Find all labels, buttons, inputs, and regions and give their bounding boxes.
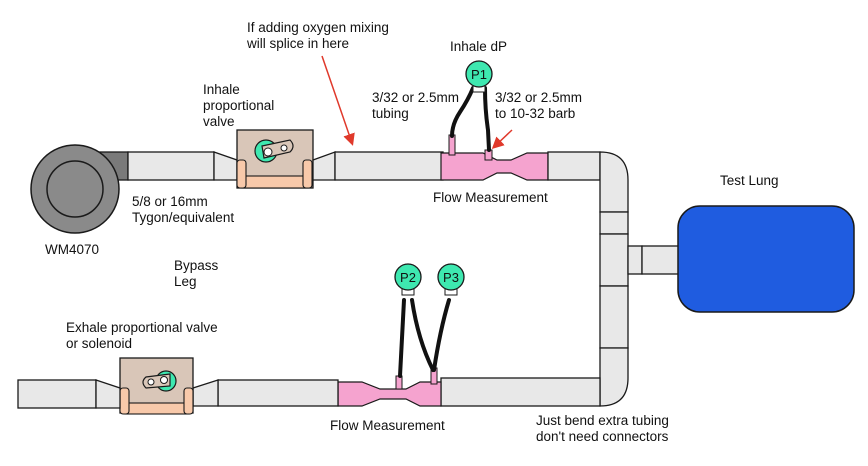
tygon-label-line2: Tygon/equivalent [132, 210, 234, 225]
inhale-valve-label-line2: proportional [203, 98, 274, 113]
inhale-proportional-valve [236, 129, 314, 189]
bottom-pipe-right [440, 377, 601, 407]
right-circuit [599, 151, 681, 407]
bend-note-line2: don't need connectors [536, 429, 669, 444]
exhale-proportional-valve [119, 357, 194, 415]
pressure-sensor-p3: P3 [437, 263, 465, 296]
tubing-right-line1: 3/32 or 2.5mm [495, 90, 582, 105]
exhale-valve-label-line2: or solenoid [66, 336, 132, 351]
flow-measurement-bottom-label: Flow Measurement [330, 418, 445, 433]
inhale-valve-label-line3: valve [203, 114, 235, 129]
top-pipe-right [547, 151, 601, 181]
tygon-label-line1: 5/8 or 16mm [132, 194, 208, 209]
p1-label: P1 [471, 67, 487, 82]
oxygen-note-line2: will splice in here [246, 36, 349, 51]
oxygen-note-line1: If adding oxygen mixing [247, 20, 389, 35]
pressure-sensor-p1: P1 [465, 60, 493, 93]
bottom-pipe-left [17, 379, 121, 409]
bypass-label-line1: Bypass [174, 258, 219, 273]
barb-arrow [491, 129, 513, 150]
oxygen-splice-arrow [321, 55, 355, 146]
blower-wm4070 [30, 144, 129, 234]
tubing-left-line2: tubing [372, 106, 409, 121]
exhale-valve-label-line1: Exhale proportional valve [66, 320, 218, 335]
test-lung [677, 205, 855, 313]
top-pipe-middle [312, 151, 444, 181]
p2-label: P2 [400, 270, 416, 285]
top-pipe-left [127, 151, 238, 181]
sensor-tubing [398, 86, 491, 378]
flow-measurement-top-label: Flow Measurement [433, 190, 548, 205]
inhale-dp-label: Inhale dP [450, 39, 507, 54]
bypass-label-line2: Leg [174, 274, 197, 289]
tubing-left-line1: 3/32 or 2.5mm [372, 90, 459, 105]
blower-label: WM4070 [45, 242, 99, 257]
bend-note-line1: Just bend extra tubing [536, 413, 669, 428]
flow-measurement-bottom [337, 367, 442, 407]
p3-label: P3 [443, 270, 459, 285]
bottom-pipe-middle [192, 379, 339, 407]
test-lung-label: Test Lung [720, 173, 779, 188]
flow-measurement-top [440, 134, 549, 181]
pressure-sensor-p2: P2 [394, 263, 422, 296]
tubing-right-line2: to 10-32 barb [495, 106, 575, 121]
inhale-valve-label-line1: Inhale [203, 82, 240, 97]
